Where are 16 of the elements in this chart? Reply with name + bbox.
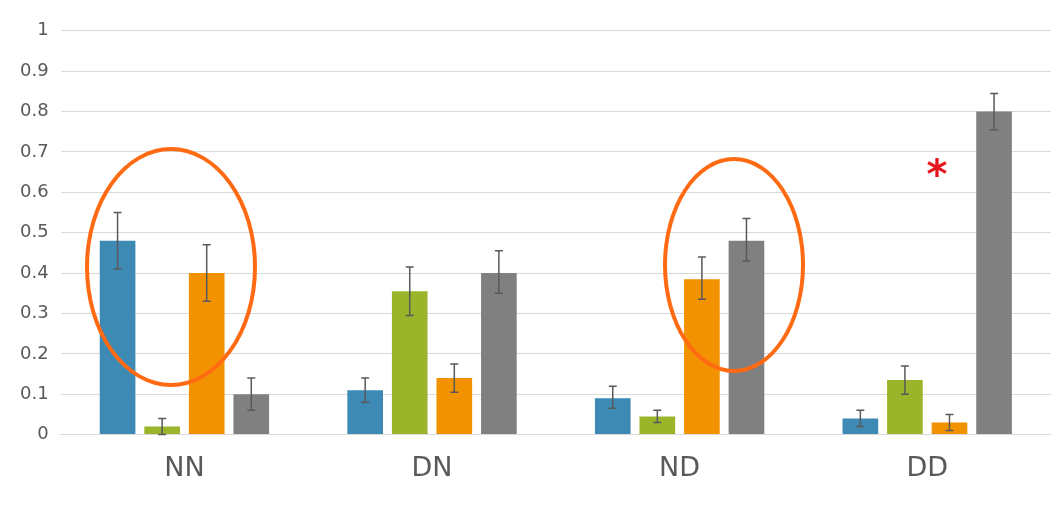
x-tick-label: DD xyxy=(906,450,948,482)
y-tick-label: 0.8 xyxy=(19,99,49,121)
y-tick-label: 0.6 xyxy=(19,179,49,201)
x-tick-label: ND xyxy=(659,450,701,482)
y-tick-label: 0.2 xyxy=(19,341,49,363)
x-tick-label: DN xyxy=(411,450,453,482)
y-tick-label: 0.7 xyxy=(19,139,49,161)
y-tick-label: 0.3 xyxy=(19,301,49,323)
y-tick-label: 0.4 xyxy=(19,260,49,282)
y-tick-label: 1 xyxy=(37,18,49,40)
x-tick-label: NN xyxy=(164,450,205,482)
annotation: * xyxy=(926,151,948,198)
y-tick-label: 0.1 xyxy=(19,381,49,403)
y-tick-label: 0.9 xyxy=(19,58,49,80)
y-tick-label: 0 xyxy=(37,422,49,444)
y-tick-label: 0.5 xyxy=(19,220,49,242)
